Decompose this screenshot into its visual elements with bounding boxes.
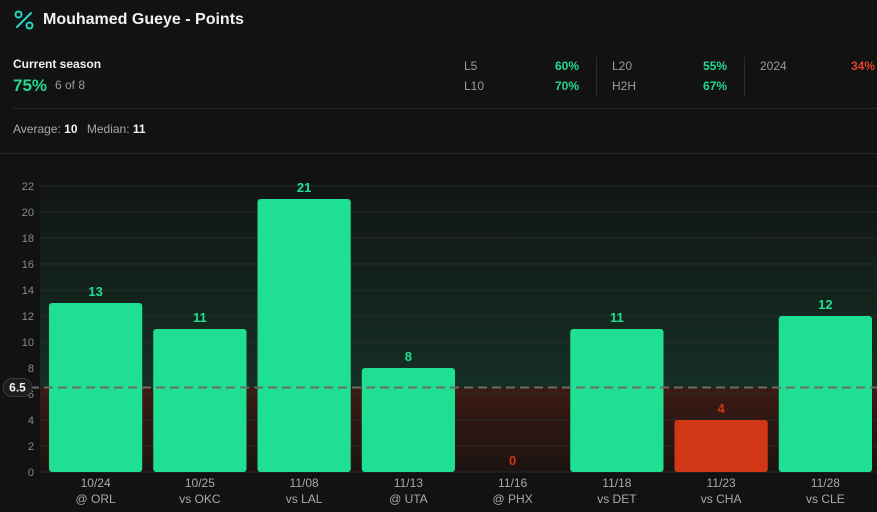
y-tick-label: 10 (22, 337, 34, 349)
bar-value-label: 0 (509, 453, 516, 468)
x-opponent-label: vs CLE (806, 492, 845, 506)
x-opponent-label: vs CHA (701, 492, 742, 506)
bar-value-label: 4 (718, 401, 726, 416)
stat-l20-label: L20 (612, 59, 633, 73)
average-value: 10 (64, 122, 78, 136)
x-opponent-label: @ ORL (76, 492, 117, 506)
x-date-label: 11/18 (602, 476, 631, 490)
stat-2024-label: 2024 (760, 59, 787, 73)
bar (153, 329, 247, 472)
x-opponent-label: vs DET (597, 492, 637, 506)
y-tick-label: 16 (22, 259, 34, 271)
average-label: Average: (13, 122, 61, 136)
bar (49, 303, 143, 472)
y-tick-label: 22 (22, 181, 34, 193)
bar (778, 316, 872, 472)
stat-l5-label: L5 (464, 59, 478, 73)
x-opponent-label: vs OKC (179, 492, 221, 506)
bar (674, 420, 768, 472)
bar-value-label: 21 (297, 180, 311, 195)
chart-area: 0 2 4 6 8 10 12 14 16 18 20 22 13 11 21 8 0 11 4 12 6.5 10… (0, 155, 877, 507)
season-label: Current season (13, 57, 102, 71)
stat-h2h-value: 67% (702, 79, 727, 93)
x-opponent-label: @ UTA (389, 492, 428, 506)
y-tick-label: 6 (28, 389, 34, 401)
x-opponent-label: vs LAL (286, 492, 323, 506)
stat-2024-value: 34% (850, 59, 875, 73)
stat-h2h-label: H2H (612, 79, 637, 93)
divider (13, 108, 877, 109)
y-tick-label: 18 (22, 233, 34, 245)
bar (257, 199, 351, 472)
median-label: Median: (86, 122, 130, 136)
bar-value-label: 8 (405, 349, 412, 364)
season-fraction: 6 of 8 (55, 78, 86, 92)
stat-l5-value: 60% (554, 59, 579, 73)
y-tick-label: 20 (22, 207, 34, 219)
header: Mouhamed Gueye - Points (0, 0, 877, 42)
divider (0, 153, 877, 154)
season-percent: 75% (13, 76, 48, 95)
bar-value-label: 11 (610, 310, 624, 325)
x-date-label: 11/28 (811, 476, 840, 490)
threshold-label: 6.5 (9, 381, 26, 395)
x-date-label: 11/13 (394, 476, 423, 490)
y-tick-label: 14 (22, 285, 34, 297)
x-date-label: 10/24 (81, 476, 111, 490)
stats-divider (744, 57, 745, 97)
y-tick-label: 12 (22, 311, 34, 323)
x-opponent-label: @ PHX (493, 492, 533, 506)
y-tick-label: 4 (28, 415, 34, 427)
bar-value-label: 13 (88, 284, 102, 299)
x-date-label: 11/08 (290, 476, 319, 490)
stats-divider (596, 57, 597, 97)
bar (361, 368, 455, 472)
stat-l10-value: 70% (554, 79, 579, 93)
stat-l10-label: L10 (464, 79, 485, 93)
bar-value-label: 11 (193, 310, 207, 325)
points-bar-chart: 0 2 4 6 8 10 12 14 16 18 20 22 13 11 21 8 0 11 4 12 6.5 10… (2, 180, 877, 506)
y-tick-label: 8 (28, 363, 34, 375)
percent-icon (14, 10, 34, 30)
x-date-label: 10/25 (185, 476, 215, 490)
median-value: 11 (132, 122, 146, 136)
bar (570, 329, 664, 472)
y-tick-label: 0 (28, 467, 34, 479)
stat-l20-value: 55% (702, 59, 727, 73)
x-date-label: 11/16 (498, 476, 527, 490)
summary-row: Average: 10 Median: 11 (13, 122, 152, 136)
bar-value-label: 12 (818, 297, 832, 312)
threshold-pill (2, 378, 33, 397)
x-date-label: 11/23 (707, 476, 736, 490)
page-title: Mouhamed Gueye - Points (43, 11, 244, 28)
y-tick-label: 2 (28, 441, 34, 453)
